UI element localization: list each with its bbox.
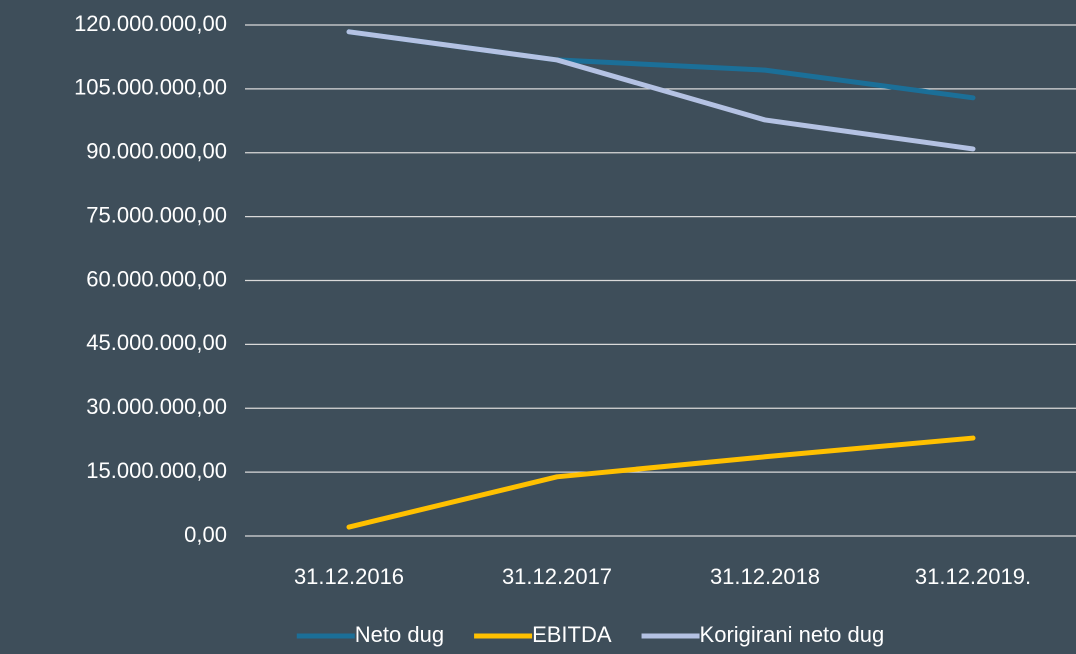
y-tick-label: 90.000.000,00 [86,139,227,164]
x-tick-label: 31.12.2017 [502,564,612,589]
legend: Neto dug EBITDA Korigirani neto dug [296,622,885,647]
legend-label: Korigirani neto dug [700,622,885,647]
y-tick-label: 0,00 [184,522,227,547]
x-tick-label: 31.12.2019. [915,564,1031,589]
x-tick-label: 31.12.2016 [294,564,404,589]
y-tick-label: 105.000.000,00 [74,75,227,100]
legend-label: EBITDA [532,622,612,647]
y-tick-label: 75.000.000,00 [86,202,227,227]
y-tick-label: 15.000.000,00 [86,458,227,483]
legend-label: Neto dug [355,622,444,647]
line-series [346,435,976,530]
y-tick-label: 30.000.000,00 [86,394,227,419]
x-tick-label: 31.12.2018 [710,564,820,589]
y-tick-label: 45.000.000,00 [86,330,227,355]
y-tick-label: 120.000.000,00 [74,11,227,36]
y-tick-label: 60.000.000,00 [86,266,227,291]
line-series [346,29,976,152]
